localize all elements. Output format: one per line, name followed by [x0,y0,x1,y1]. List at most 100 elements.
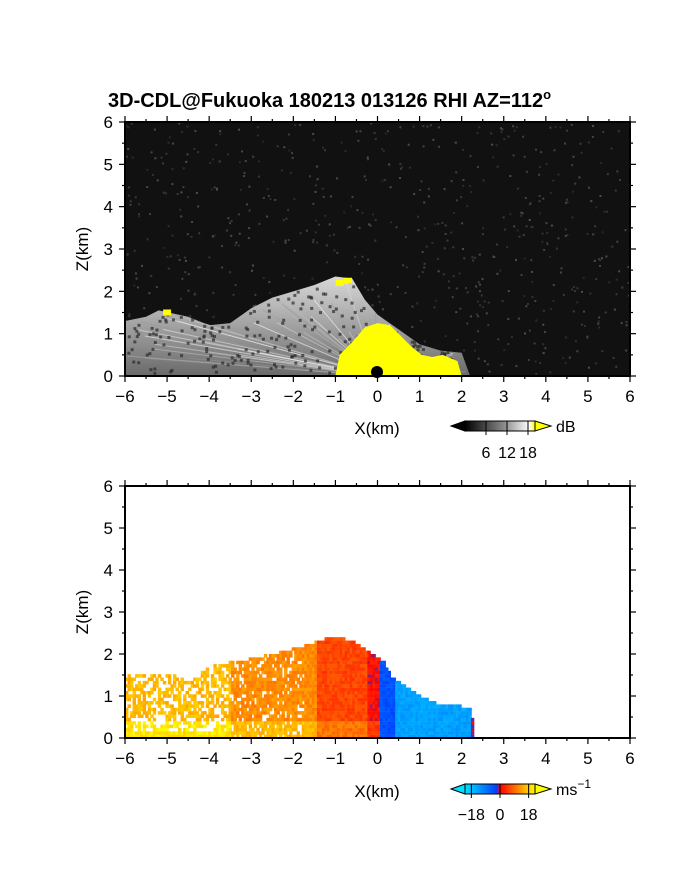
velocity-bin [453,731,457,735]
velocity-bin [342,647,346,651]
velocity-bin [327,647,331,651]
velocity-bin [364,687,369,692]
velocity-bin [167,704,172,708]
velocity-bin [334,660,338,665]
noise-pixel [248,209,251,212]
noise-pixel [165,192,168,195]
velocity-bin [392,721,397,725]
velocity-bin [364,667,369,671]
velocity-bin [203,694,207,698]
echo-gap [211,365,215,369]
velocity-bin [268,727,273,732]
velocity-bin [352,660,356,665]
noise-pixel [495,243,498,246]
velocity-bin [266,670,270,675]
velocity-bin [372,727,376,732]
velocity-bin [137,684,142,688]
velocity-bin [344,724,349,729]
noise-pixel [308,175,311,178]
noise-pixel [127,147,130,150]
velocity-bin [246,690,250,695]
echo-gap [251,352,255,356]
velocity-bin [294,724,298,729]
noise-pixel [546,232,549,235]
velocity-bin [253,660,258,665]
velocity-bin [395,694,399,698]
velocity-bin [382,694,386,698]
velocity-bin [263,667,268,671]
noise-pixel [237,244,240,247]
velocity-bin [342,680,346,685]
velocity-bin [286,701,290,705]
velocity-bin [261,724,265,729]
velocity-bin [433,711,437,715]
velocity-bin [334,643,338,648]
colorbar-max-arrow [534,420,553,432]
velocity-bin [314,640,318,645]
velocity-bin [316,674,321,678]
velocity-bin [291,667,296,671]
velocity-bin [246,721,250,725]
velocity-bin [241,690,245,695]
velocity-bin [223,697,227,702]
velocity-bin [304,674,308,678]
velocity-bin [228,684,232,688]
x-tick-label: 5 [583,749,592,768]
velocity-bin [279,697,283,702]
velocity-bin [165,731,169,735]
velocity-bin [226,721,230,725]
velocity-bin [258,701,263,705]
velocity-bin [236,694,240,698]
noise-pixel [538,194,541,197]
velocity-bin [417,704,422,708]
velocity-bin [243,724,248,729]
noise-pixel [134,272,137,275]
velocity-bin [354,704,359,708]
velocity-bin [460,707,465,712]
velocity-bin [329,680,333,685]
velocity-bin [220,694,225,698]
velocity-bin [248,721,253,725]
velocity-bin [314,721,318,725]
noise-pixel [503,349,506,352]
velocity-bin [246,714,250,718]
velocity-bin [130,680,134,685]
echo-gap [191,318,195,322]
y-tick-label: 4 [104,561,113,580]
velocity-bin [203,734,207,738]
velocity-bin [367,650,371,655]
velocity-bin [329,640,333,645]
velocity-bin [327,727,331,732]
noise-pixel [399,167,402,170]
velocity-bin [387,701,391,705]
velocity-bin [387,684,391,688]
velocity-bin [369,657,374,661]
velocity-bin [289,697,293,702]
noise-pixel [181,131,184,134]
echo-gap [180,329,184,333]
velocity-bin [210,707,215,712]
noise-pixel [405,266,408,269]
velocity-bin [238,660,243,665]
velocity-bin [304,687,308,692]
velocity-bin [294,687,298,692]
velocity-bin [334,640,338,645]
velocity-bin [354,697,359,702]
velocity-bin [392,724,397,729]
echo-gap [209,331,213,335]
echo-gap [150,326,154,330]
velocity-bin [271,701,275,705]
velocity-bin [127,677,131,682]
velocity-bin [420,714,424,718]
velocity-bin [210,714,215,718]
velocity-bin [276,677,280,682]
noise-pixel [542,343,545,346]
noise-pixel [127,126,130,129]
velocity-bin [374,707,379,712]
noise-pixel [343,211,346,214]
velocity-bin [463,717,467,722]
velocity-bin [190,684,195,688]
velocity-bin [271,684,275,688]
